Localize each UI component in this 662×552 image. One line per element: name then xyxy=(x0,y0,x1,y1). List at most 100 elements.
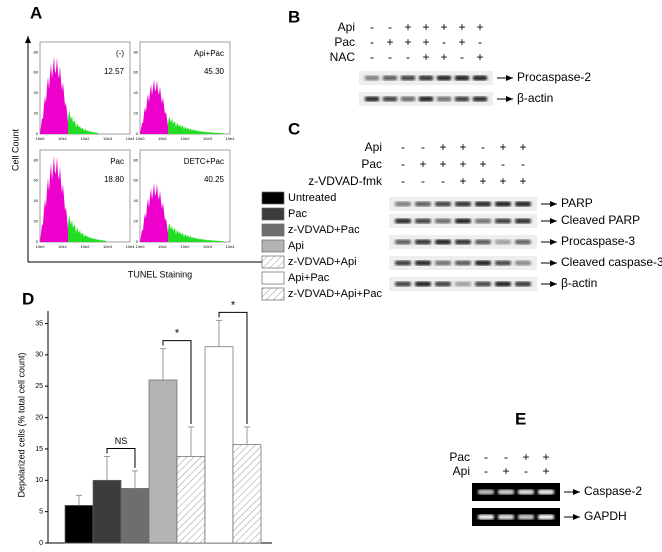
y-tick-label: 0 xyxy=(39,540,43,547)
condition-label: Api xyxy=(365,140,382,154)
x-tick-label: 10e1 xyxy=(58,244,68,249)
legend-swatch xyxy=(261,239,285,253)
band xyxy=(400,96,416,102)
histogram-value: 40.25 xyxy=(204,175,225,184)
x-tick-label: 10e0 xyxy=(36,136,46,141)
band xyxy=(415,260,431,266)
histogram-label: Pac xyxy=(110,157,124,166)
y-tick-label: 60 xyxy=(34,178,39,183)
band xyxy=(455,260,471,266)
condition-label: Api xyxy=(453,464,470,478)
y-tick-label: 20 xyxy=(34,219,39,224)
x-tick-label: 10e1 xyxy=(158,244,168,249)
x-tick-label: 10e2 xyxy=(81,136,91,141)
band-label: Cleaved caspase-3 xyxy=(561,255,662,269)
x-tick-label: 10e0 xyxy=(136,136,146,141)
bar xyxy=(64,505,94,544)
band xyxy=(435,239,451,245)
panel-letter: C xyxy=(288,119,300,138)
legend-label: z-VDVAD+Api+Pac xyxy=(288,288,382,300)
y-tick-label: 0 xyxy=(36,239,39,244)
y-tick-label: 80 xyxy=(34,49,39,54)
band xyxy=(475,218,491,224)
condition-sign: - xyxy=(370,20,374,34)
y-tick-label: 80 xyxy=(134,49,139,54)
condition-sign: + xyxy=(404,35,411,49)
condition-sign: - xyxy=(370,50,374,64)
band xyxy=(395,281,411,287)
band xyxy=(455,201,471,207)
axis-label: Depolarized cells (% total cell count) xyxy=(16,352,26,497)
condition-sign: - xyxy=(370,35,374,49)
condition-sign: - xyxy=(388,20,392,34)
legend-swatch xyxy=(261,207,285,221)
bar xyxy=(176,456,206,544)
band xyxy=(418,75,434,81)
y-tick-label: 5 xyxy=(39,508,43,515)
axis-label: Cell Count xyxy=(10,128,20,171)
bar xyxy=(232,444,262,544)
x-tick-label: 10e2 xyxy=(81,244,91,249)
band xyxy=(395,260,411,266)
legend-label: Pac xyxy=(288,208,307,220)
condition-sign: + xyxy=(522,450,529,464)
band xyxy=(436,96,452,102)
condition-sign: + xyxy=(542,450,549,464)
condition-sign: + xyxy=(422,20,429,34)
band xyxy=(400,75,416,81)
x-tick-label: 10e4 xyxy=(226,136,236,141)
legend-swatch xyxy=(261,287,285,301)
band xyxy=(478,514,494,520)
bracket xyxy=(162,340,192,424)
condition-sign: - xyxy=(401,174,405,188)
condition-sign: - xyxy=(484,450,488,464)
condition-sign: - xyxy=(460,50,464,64)
band xyxy=(382,96,398,102)
band xyxy=(518,514,534,520)
band-label: Procaspase-2 xyxy=(517,70,591,84)
x-tick-label: 10e0 xyxy=(136,244,146,249)
band xyxy=(538,514,554,520)
band xyxy=(436,75,452,81)
condition-sign: - xyxy=(401,157,405,171)
band xyxy=(472,75,488,81)
band xyxy=(364,75,380,81)
condition-sign: - xyxy=(401,140,405,154)
band xyxy=(478,489,494,495)
histogram-area xyxy=(40,56,68,134)
condition-sign: + xyxy=(499,174,506,188)
condition-sign: - xyxy=(481,140,485,154)
band xyxy=(472,96,488,102)
band xyxy=(515,260,531,266)
y-tick-label: 20 xyxy=(34,111,39,116)
band-label: β-actin xyxy=(561,276,597,290)
condition-sign: - xyxy=(524,464,528,478)
significance-label: NS xyxy=(115,436,128,446)
y-tick-label: 60 xyxy=(134,70,139,75)
legend-label: Api xyxy=(288,240,304,252)
error-bar xyxy=(104,455,110,481)
bar xyxy=(204,346,234,544)
x-tick-label: 10e2 xyxy=(181,136,191,141)
band-label: PARP xyxy=(561,196,593,210)
band xyxy=(455,239,471,245)
legend-label: z-VDVAD+Pac xyxy=(288,224,360,236)
condition-label: Api xyxy=(338,20,355,34)
condition-label: Pac xyxy=(361,157,382,171)
condition-sign: + xyxy=(499,140,506,154)
condition-sign: + xyxy=(440,20,447,34)
band xyxy=(435,281,451,287)
y-tick-label: 80 xyxy=(34,157,39,162)
condition-sign: + xyxy=(458,35,465,49)
condition-label: Pac xyxy=(334,35,355,49)
band xyxy=(418,96,434,102)
band xyxy=(395,218,411,224)
histogram-value: 18.80 xyxy=(104,175,125,184)
y-tick-label: 0 xyxy=(136,239,139,244)
error-bar xyxy=(216,319,222,347)
panel-letter: E xyxy=(515,409,526,428)
histogram-value: 12.57 xyxy=(104,67,125,76)
band xyxy=(538,489,554,495)
band-label: Caspase-2 xyxy=(584,484,642,498)
band xyxy=(435,260,451,266)
